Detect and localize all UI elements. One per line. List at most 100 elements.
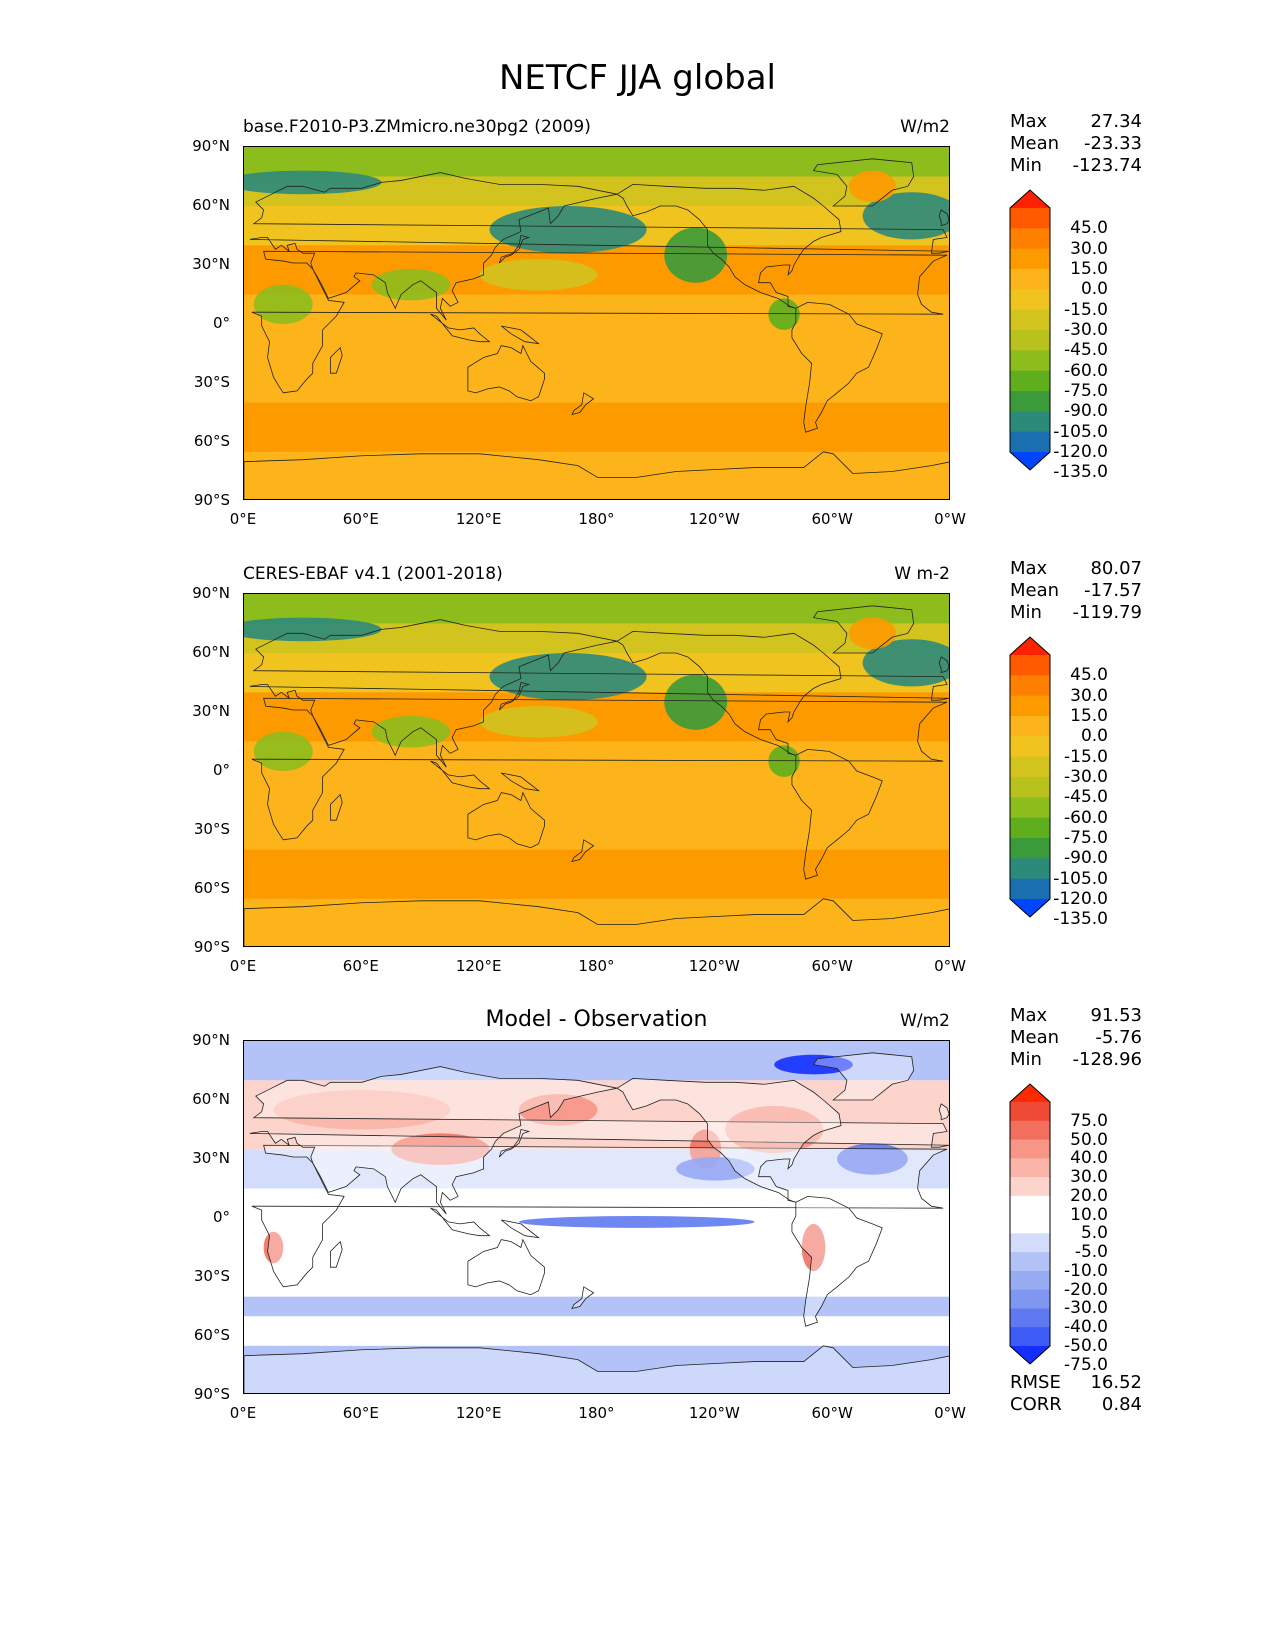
lat-tick-label: 90°N: [192, 584, 230, 602]
stat-name: Max: [1010, 558, 1048, 579]
field-band: [244, 898, 949, 946]
field-anomaly: [725, 1105, 824, 1154]
colorbar-tick-label: 45.0: [1070, 665, 1108, 686]
colorbar-tick-label: -60.0: [1064, 807, 1108, 828]
colorbar-cell: [1010, 817, 1050, 839]
field-anomaly: [479, 259, 598, 291]
colorbar-cell: [1010, 716, 1050, 737]
field-band: [244, 1345, 949, 1393]
map-frame: [243, 1040, 950, 1394]
field-anomaly: [371, 268, 451, 301]
colorbar-cell: [1010, 695, 1050, 717]
colorbar-tick-label: -60.0: [1064, 360, 1108, 381]
map-frame: [243, 146, 950, 500]
stat-name: Min: [1010, 155, 1042, 176]
field-anomaly: [371, 715, 451, 748]
colorbar-extend-top: [1010, 190, 1050, 208]
coastline-britain: [938, 209, 949, 227]
stat-value: -17.57: [1083, 580, 1142, 601]
lon-tick-label: 60°W: [811, 1404, 853, 1422]
colorbar-cell: [1010, 208, 1050, 229]
coastline-namerica: [616, 183, 842, 309]
stat-row: RMSE 16.52: [1010, 1372, 1142, 1394]
stat-name: Max: [1010, 1005, 1048, 1026]
stat-name: Max: [1010, 111, 1048, 132]
figure-title: NETCF JJA global: [498, 58, 776, 98]
coastline-antarctica: [244, 1345, 949, 1393]
coastline-africa: [251, 1144, 948, 1288]
panel-title: CERES-EBAF v4.1 (2001-2018): [243, 564, 503, 584]
stat-name: CORR: [1010, 1394, 1062, 1415]
coastline-australia: [467, 1238, 545, 1296]
field-anomaly: [848, 170, 897, 203]
lat-tick-label: 90°S: [193, 491, 230, 509]
colorbar-cell: [1010, 1270, 1050, 1291]
lon-tick-label: 120°E: [455, 1404, 502, 1422]
stat-row: Min -123.74: [1010, 155, 1142, 177]
field-anomaly: [664, 674, 728, 730]
colorbar-cell: [1010, 269, 1050, 290]
units-label: W m-2: [894, 564, 950, 584]
colorbar-cell: [1010, 655, 1050, 676]
field-band: [244, 1237, 949, 1297]
stat-row: Max 91.53: [1010, 1005, 1142, 1027]
lon-tick-label: 180°: [578, 957, 615, 975]
coastline-britain: [938, 1103, 949, 1121]
lon-tick-label: 0°E: [229, 510, 257, 528]
lon-tick-label: 0°W: [934, 957, 966, 975]
colorbar-tick-label: 10.0: [1070, 1204, 1108, 1225]
stat-name: Min: [1010, 602, 1042, 623]
coastline-newguinea: [501, 325, 541, 345]
colorbar-tick-label: -105.0: [1053, 421, 1108, 442]
colorbar-outline: [1009, 1083, 1051, 1365]
colorbar-cell: [1010, 391, 1050, 412]
stat-value: -123.74: [1072, 155, 1142, 176]
field-band: [244, 594, 949, 624]
stat-row: Max 27.34: [1010, 111, 1142, 133]
stat-row: Mean -23.33: [1010, 133, 1142, 155]
field-anomaly: [253, 284, 313, 324]
lat-tick-label: 30°S: [193, 1267, 230, 1285]
coastline-samerica: [791, 1195, 883, 1327]
field-anomaly: [664, 227, 728, 283]
lat-tick-label: 0°: [212, 761, 230, 779]
stat-row: Min -128.96: [1010, 1049, 1142, 1071]
colorbar-tick-label: 0.0: [1080, 726, 1108, 747]
lat-tick-label: 0°: [212, 1208, 230, 1226]
colorbar-cell: [1010, 797, 1050, 819]
colorbar-tick-label: 0.0: [1080, 279, 1108, 300]
colorbar-outline: [1009, 189, 1051, 471]
coastline-namerica: [616, 630, 842, 756]
stat-row: Max 80.07: [1010, 558, 1142, 580]
coastline-indonesia: [430, 760, 491, 790]
stat-name: Min: [1010, 1049, 1042, 1070]
coastline-antarctica: [244, 898, 949, 946]
lon-tick-label: 0°E: [229, 957, 257, 975]
stat-row: Mean -5.76: [1010, 1027, 1142, 1049]
coastline-australia: [467, 344, 545, 402]
stat-value: -5.76: [1095, 1027, 1142, 1048]
lat-tick-label: 0°: [212, 314, 230, 332]
stat-value: 16.52: [1090, 1372, 1142, 1393]
coastline-eurasia: [249, 172, 949, 321]
field-anomaly: [837, 1143, 908, 1175]
coastline-samerica: [791, 301, 883, 433]
field-anomaly: [862, 192, 949, 240]
units-label: W/m2: [900, 1011, 950, 1031]
coastline-australia: [467, 791, 545, 849]
colorbar-outline: [1009, 636, 1051, 918]
colorbar-cell: [1010, 1177, 1050, 1197]
stat-row: Min -119.79: [1010, 602, 1142, 624]
panel-title: base.F2010-P3.ZMmicro.ne30pg2 (2009): [243, 117, 591, 137]
coastline-africa: [251, 697, 948, 841]
colorbar-cell: [1010, 675, 1050, 697]
colorbar-cell: [1010, 370, 1050, 392]
colorbar-cell: [1010, 330, 1050, 351]
coastline-newguinea: [501, 1219, 541, 1239]
field-anomaly: [253, 731, 313, 771]
colorbar-cell: [1010, 838, 1050, 859]
colorbar-extend-top: [1010, 1084, 1050, 1102]
map-field: [244, 147, 949, 499]
field-anomaly: [676, 1157, 755, 1181]
field-band: [244, 147, 949, 177]
